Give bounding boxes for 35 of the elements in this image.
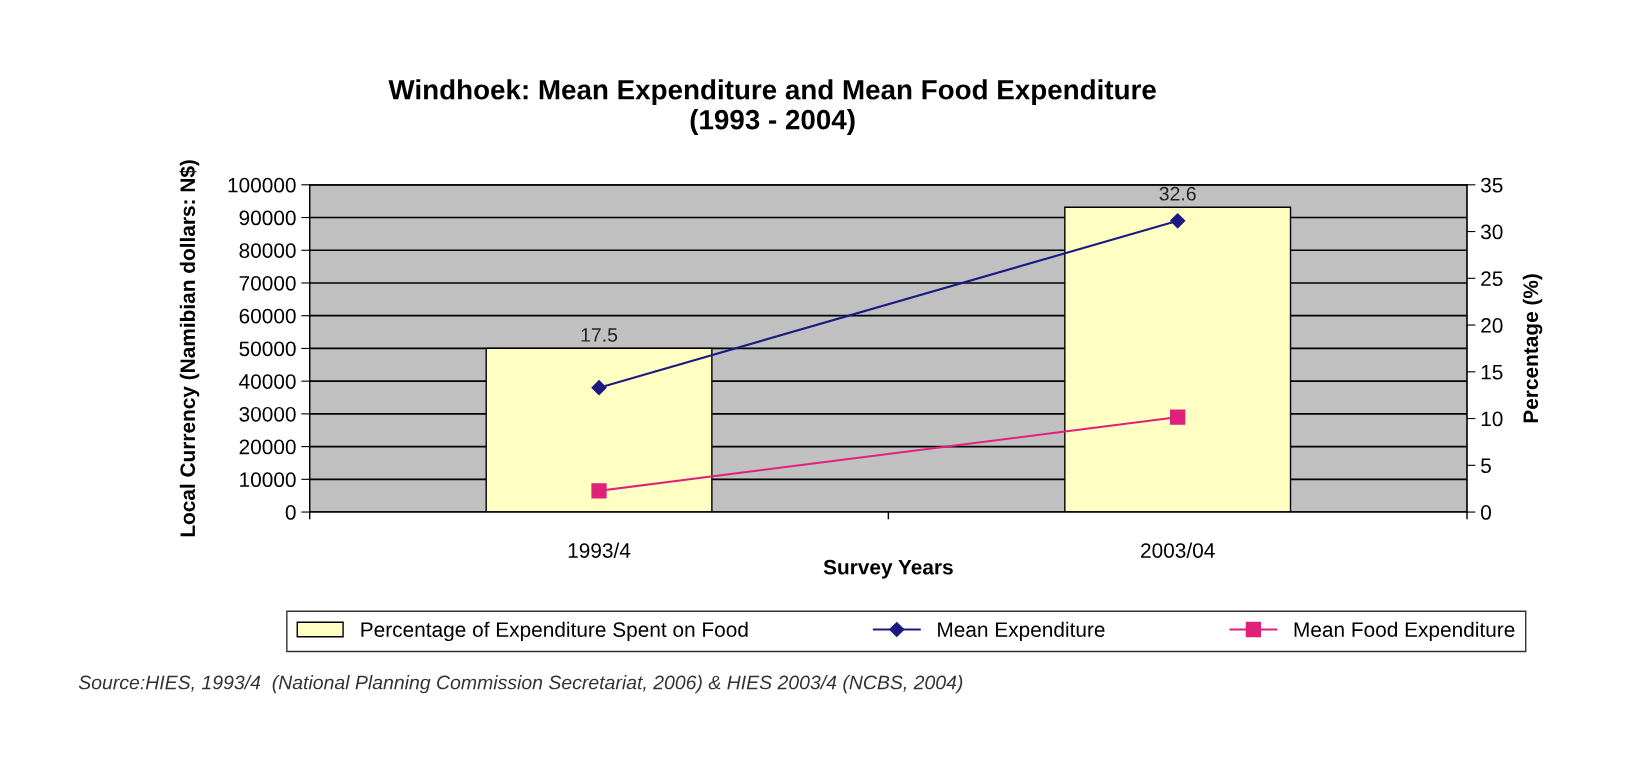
y-tick-label: 60000 bbox=[239, 308, 296, 324]
point bbox=[1170, 409, 1186, 425]
x-tick-label: 1993/4 bbox=[568, 542, 631, 558]
legend-label: Percentage of Expenditure Spent on Food bbox=[361, 621, 748, 642]
point bbox=[591, 483, 607, 499]
y2-tick-label: 35 bbox=[1480, 177, 1503, 193]
legend-label: Mean Food Expenditure bbox=[1294, 621, 1515, 642]
y2-tick-label: 30 bbox=[1480, 224, 1503, 240]
data-label: 17.5 bbox=[581, 328, 618, 342]
y2-tick-label: 15 bbox=[1481, 365, 1503, 380]
data-label: 32.6 bbox=[1159, 186, 1196, 201]
x-axis-title: Survey Years bbox=[823, 559, 953, 579]
y-tick-label: 10000 bbox=[240, 472, 296, 488]
y-tick-label: 70000 bbox=[239, 275, 296, 291]
source-note: Source:HIES, 1993/4 (National Planning Commission Secretariat, 2006) & HIES 2003/4 (NCBS, 2004) bbox=[78, 675, 963, 694]
point bbox=[591, 380, 607, 396]
chart-title: Windhoek: Mean Expenditure and Mean Food Expenditure (1993 - 2004) bbox=[388, 79, 1156, 136]
y-tick-label: 90000 bbox=[239, 210, 296, 226]
y2-tick-label: 10 bbox=[1481, 411, 1503, 427]
y2-tick-label: 0 bbox=[1481, 505, 1491, 520]
y2-tick-label: 5 bbox=[1481, 458, 1491, 474]
y-tick-label: 0 bbox=[285, 505, 296, 520]
y-tick-label: 100000 bbox=[228, 177, 296, 193]
y2-tick-label: 25 bbox=[1481, 271, 1503, 287]
y2-tick-label: 20 bbox=[1481, 318, 1503, 333]
y-tick-label: 50000 bbox=[239, 341, 296, 357]
y-axis-title: Local Currency (Namibian dollars: N$) bbox=[179, 160, 200, 537]
y-tick-label: 30000 bbox=[239, 406, 296, 422]
y-tick-label: 20000 bbox=[239, 439, 296, 455]
x-tick-label: 2003/04 bbox=[1141, 542, 1215, 558]
legend-label: Mean Expenditure bbox=[938, 621, 1105, 642]
y-tick-label: 80000 bbox=[239, 243, 296, 258]
point bbox=[1170, 213, 1186, 229]
y2-axis-title: Percentage (%) bbox=[1522, 274, 1543, 423]
y-tick-label: 40000 bbox=[239, 374, 296, 389]
